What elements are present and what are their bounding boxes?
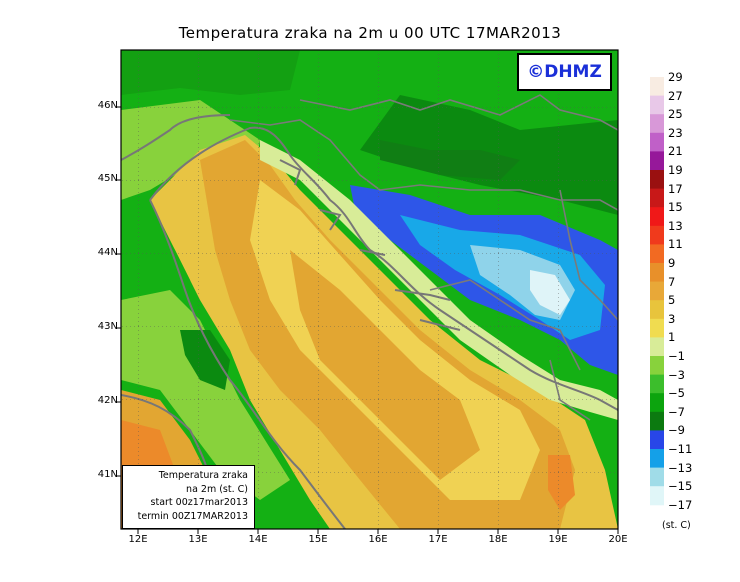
info-line: termin 00Z17MAR2013	[137, 510, 248, 522]
legend-label: 27	[668, 88, 683, 103]
lat-label: 42N	[97, 395, 118, 406]
lon-label: 16E	[368, 534, 388, 545]
legend-label: 7	[668, 274, 676, 289]
legend-swatch	[650, 132, 664, 152]
lat-label: 41N	[97, 469, 118, 480]
legend-label: 11	[668, 237, 683, 252]
legend-label: −1	[668, 349, 685, 363]
legend-label: 3	[668, 311, 676, 326]
legend-label: 17	[668, 181, 683, 196]
legend-label: −9	[668, 423, 685, 438]
lat-label: 46N	[97, 100, 118, 111]
legend-swatch	[650, 281, 664, 301]
legend-swatch	[650, 263, 664, 283]
legend-swatch	[650, 188, 664, 208]
legend-swatch	[650, 300, 664, 320]
lon-label: 19E	[548, 534, 568, 545]
legend-colorbar	[650, 77, 664, 506]
legend-label: −11	[668, 442, 693, 456]
lon-label: 18E	[488, 534, 508, 545]
lat-label: 43N	[97, 321, 118, 332]
legend-swatch	[650, 393, 664, 413]
legend-label: 19	[668, 163, 683, 177]
lon-label: 17E	[428, 534, 448, 545]
lon-label: 12E	[128, 534, 148, 545]
legend-label: 1	[668, 330, 676, 345]
legend-label: −17	[668, 497, 693, 512]
dhmz-logo: ©DHMZ	[517, 53, 612, 91]
legend-swatch	[650, 318, 664, 338]
map-title: Temperatura zraka na 2m u 00 UTC 17MAR20…	[178, 24, 562, 42]
map-frame	[120, 49, 619, 530]
legend-label: 13	[668, 218, 683, 233]
legend-label: −5	[668, 386, 685, 401]
legend-label: −13	[668, 460, 693, 475]
legend-label: 23	[668, 125, 683, 140]
lat-label: 45N	[97, 173, 118, 184]
legend-swatch	[650, 95, 664, 115]
legend-label: −7	[668, 404, 685, 419]
legend-label: 21	[668, 144, 683, 159]
legend-swatch	[650, 77, 664, 97]
legend-swatch	[650, 337, 664, 357]
info-box: Temperatura zraka na 2m (st. C) start 00…	[122, 465, 255, 529]
legend-swatch	[650, 114, 664, 134]
info-line: Temperatura zraka	[158, 470, 248, 481]
legend-unit: (st. C)	[662, 520, 691, 531]
legend-label: 29	[668, 70, 683, 84]
legend-label: −15	[668, 479, 693, 494]
legend-swatch	[650, 244, 664, 264]
lon-label: 15E	[308, 534, 328, 545]
info-line: na 2m (st. C)	[186, 483, 248, 495]
legend-label: 15	[668, 200, 683, 215]
legend-swatch	[650, 151, 664, 171]
info-line: start 00z17mar2013	[150, 497, 248, 508]
legend-swatch	[650, 486, 664, 506]
lat-label: 44N	[97, 247, 118, 258]
legend-swatch	[650, 170, 664, 190]
legend-swatch	[650, 449, 664, 469]
lat-ticks	[116, 106, 121, 477]
legend-swatch	[650, 411, 664, 431]
lon-label: 14E	[248, 534, 268, 545]
legend-label: −3	[668, 367, 685, 382]
legend-swatch	[650, 356, 664, 376]
legend-label: 9	[668, 256, 676, 270]
legend-swatch	[650, 430, 664, 450]
legend-label: 5	[668, 293, 676, 308]
legend-swatch	[650, 225, 664, 245]
lon-label: 13E	[188, 534, 208, 545]
lon-ticks	[137, 529, 619, 534]
legend-label: 25	[668, 107, 683, 122]
lon-label: 20E	[608, 534, 628, 545]
legend-swatch	[650, 207, 664, 227]
legend-swatch	[650, 467, 664, 487]
legend-swatch	[650, 374, 664, 394]
